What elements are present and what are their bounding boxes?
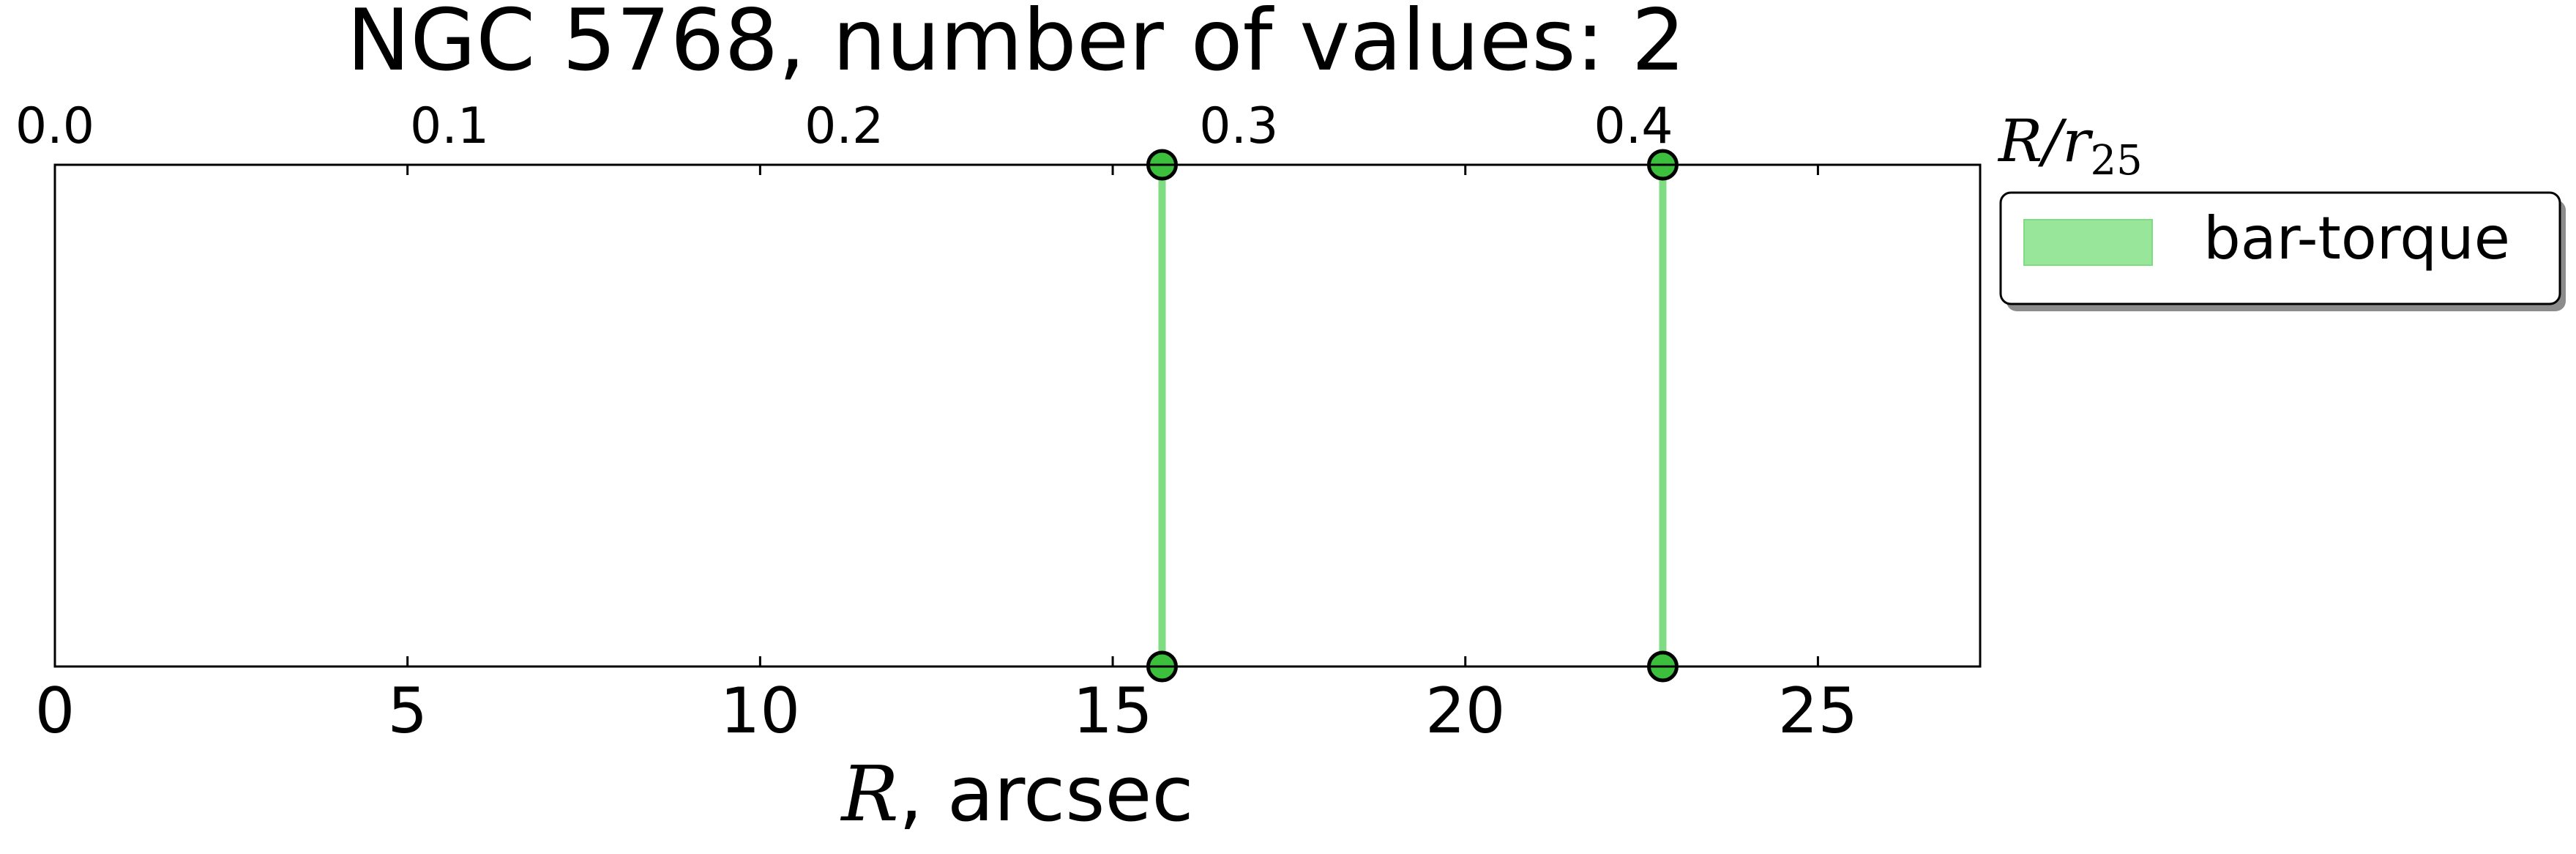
x2-axis-label-subscript: 25: [2090, 137, 2142, 185]
x-tick-label: 0: [35, 675, 75, 748]
x2-tick-label: 0.0: [15, 97, 94, 155]
x2-tick-label: 0.2: [804, 97, 884, 155]
plot-area-frame: [53, 163, 1982, 668]
x-axis-label: R, arcsec: [840, 749, 1193, 839]
x-tick-label: 5: [387, 675, 428, 748]
x-tick-label: 25: [1778, 675, 1858, 748]
x-tick-label: 20: [1425, 675, 1505, 748]
legend: bar-torque: [1999, 191, 2566, 311]
x-axis-label-symbol: R: [840, 749, 898, 839]
x2-tick-label: 0.3: [1199, 97, 1278, 155]
x-tick-label: 10: [720, 675, 800, 748]
legend-label-bar-torque: bar-torque: [2203, 204, 2510, 272]
x2-axis-label-main: R/r: [1997, 107, 2094, 175]
x-tick-label: 15: [1072, 675, 1152, 748]
series-layer: [1146, 149, 1679, 683]
x2-axis-label: R/r25: [1997, 107, 2143, 185]
chart-title: NGC 5768, number of values: 2: [347, 0, 1686, 90]
x-axis-label-text: , arcsec: [899, 749, 1194, 839]
legend-swatch-bar-torque: [2023, 219, 2153, 266]
x-axis-ticks: 0 5 10 15 20 25: [35, 165, 1858, 748]
x2-axis-ticks: 0.0 0.1 0.2 0.3 0.4: [15, 97, 1673, 155]
x2-tick-label: 0.4: [1594, 97, 1673, 155]
x2-tick-label: 0.1: [410, 97, 489, 155]
